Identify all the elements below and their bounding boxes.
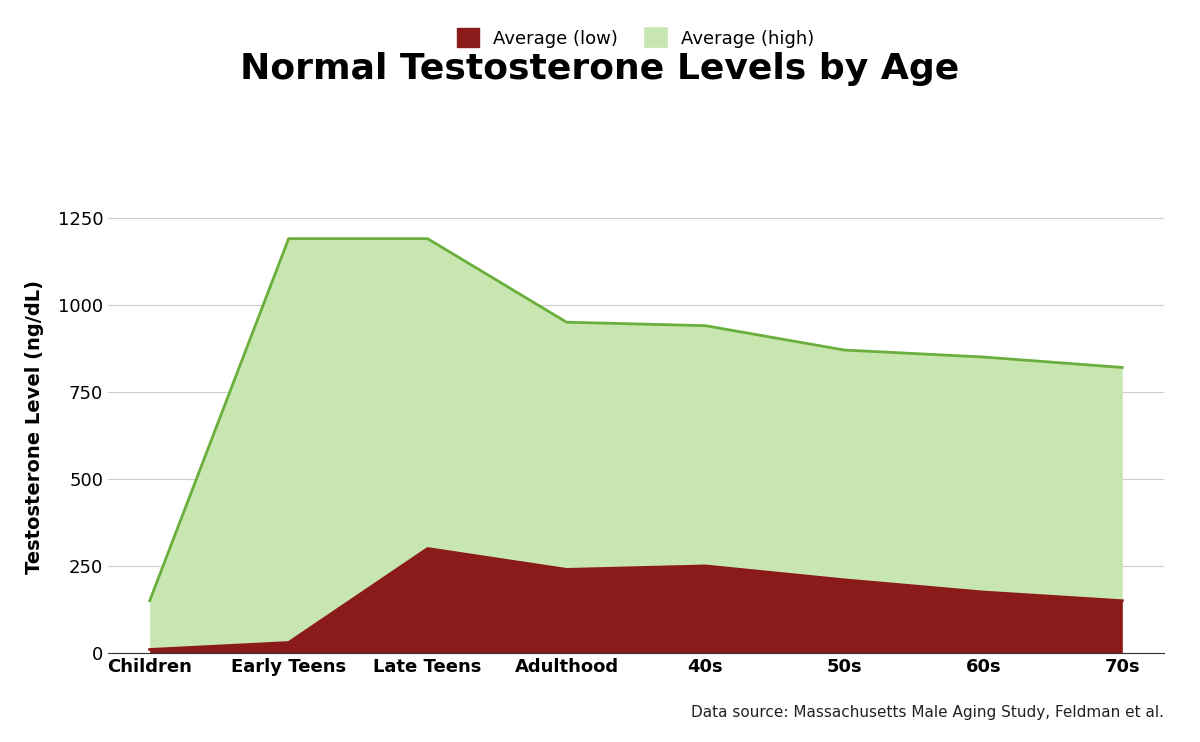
Legend: Average (low), Average (high): Average (low), Average (high) bbox=[449, 19, 823, 56]
Text: Normal Testosterone Levels by Age: Normal Testosterone Levels by Age bbox=[240, 52, 960, 86]
Y-axis label: Testosterone Level (ng/dL): Testosterone Level (ng/dL) bbox=[25, 280, 43, 574]
Text: Data source: Massachusetts Male Aging Study, Feldman et al.: Data source: Massachusetts Male Aging St… bbox=[691, 705, 1164, 720]
